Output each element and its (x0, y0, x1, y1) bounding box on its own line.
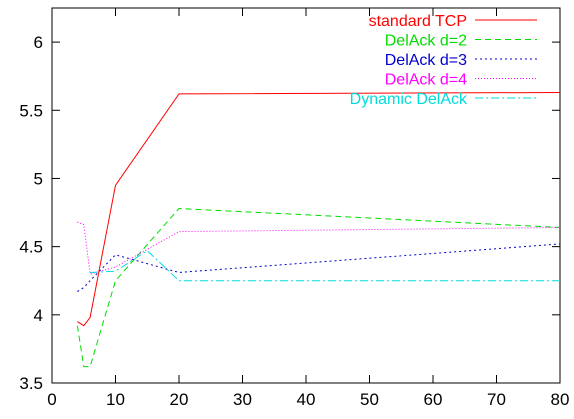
series-line-delack-d-2 (77, 209, 560, 367)
series-line-dynamic-delack (90, 251, 560, 281)
y-tick-label: 4.5 (19, 238, 43, 257)
x-tick-label: 80 (551, 390, 570, 409)
y-tick-label: 3.5 (19, 374, 43, 393)
y-tick-label: 6 (34, 33, 43, 52)
plot-area (52, 8, 560, 383)
y-tick-label: 5.5 (19, 101, 43, 120)
y-tick-label: 4 (34, 306, 43, 325)
x-tick-label: 10 (106, 390, 125, 409)
legend-label: standard TCP (369, 13, 467, 30)
x-tick-label: 60 (424, 390, 443, 409)
legend-label: Dynamic DelAck (350, 91, 468, 108)
legend-label: DelAck d=3 (385, 52, 467, 69)
series-line-standard-tcp (77, 93, 560, 326)
legend-label: DelAck d=4 (385, 72, 467, 89)
legend-label: DelAck d=2 (385, 33, 467, 50)
x-tick-label: 70 (487, 390, 506, 409)
legend: standard TCP DelAck d=2 DelAck d=3 DelAck d… (350, 13, 537, 108)
series-line-delack-d-3 (77, 244, 560, 292)
series-line-delack-d-4 (77, 222, 560, 274)
x-tick-label: 50 (360, 390, 379, 409)
x-tick-label: 0 (47, 390, 56, 409)
x-tick-label: 30 (233, 390, 252, 409)
x-tick-label: 20 (170, 390, 189, 409)
x-tick-label: 40 (297, 390, 316, 409)
axes: 0 10 20 30 40 50 60 70 80 3.5 4 4.5 5 5.5 6 (19, 8, 569, 409)
y-tick-label: 5 (34, 169, 43, 188)
series-lines (77, 93, 560, 367)
plot-frame (52, 8, 560, 383)
